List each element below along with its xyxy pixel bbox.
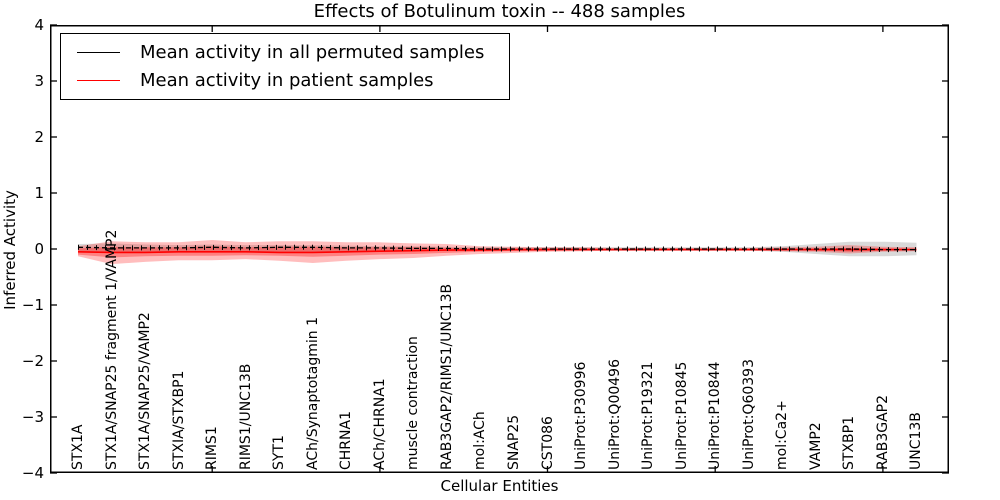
x-category-label: STX1A	[70, 424, 86, 470]
chart-title: Effects of Botulinum toxin -- 488 sample…	[313, 1, 686, 22]
chart-canvas	[50, 24, 949, 474]
x-category-label: UniProt:Q00496	[606, 359, 623, 470]
x-category-label: RAB3GAP2/RIMS1/UNC13B	[438, 283, 455, 470]
x-category-label: RIMS1	[204, 426, 221, 470]
plot-area: STX1A STX1A/SNAP25 fragment 1/VAMP2 STX1A/…	[50, 24, 949, 474]
x-axis-label: Cellular Entities	[440, 477, 559, 495]
x-category-label: UniProt:P10845	[673, 361, 690, 470]
x-category-label: CHRNA1	[338, 411, 355, 470]
x-category-label: RAB3GAP2	[874, 394, 891, 470]
legend-label-patient: Mean activity in patient samples	[140, 69, 434, 91]
x-category-label: STX1A/SNAP25/VAMP2	[137, 312, 154, 470]
y-tick-label: 1	[34, 184, 44, 202]
x-category-label: STXBP1	[841, 416, 858, 470]
y-tick-label: 4	[34, 16, 44, 34]
x-category-label: VAMP2	[807, 422, 824, 470]
x-category-label: SYT1	[271, 435, 288, 470]
y-tick-label: −3	[21, 408, 44, 426]
y-tick-label: 3	[34, 72, 44, 90]
x-category-label: UNC13B	[908, 412, 925, 470]
x-category-label: SNAP25	[506, 414, 522, 470]
y-tick-label: −2	[21, 352, 44, 370]
legend-line-black	[77, 52, 120, 54]
x-category-label: muscle contraction	[405, 336, 422, 470]
x-category-label: RIMS1/UNC13B	[237, 363, 254, 470]
x-category-label: ACh/CHRNA1	[371, 378, 388, 470]
legend-item-permuted: Mean activity in all permuted samples	[71, 42, 499, 63]
x-category-label: mol:Ca2+	[774, 400, 791, 470]
x-category-label: mol:ACh	[472, 411, 489, 470]
legend-item-patient: Mean activity in patient samples	[71, 70, 499, 91]
y-tick-label: 2	[34, 128, 44, 146]
x-category-label: UniProt:P19321	[640, 361, 657, 470]
legend: Mean activity in all permuted samples Me…	[60, 33, 510, 100]
legend-line-red	[77, 79, 120, 81]
x-category-label: CST086	[539, 416, 556, 470]
x-category-label: UniProt:Q60393	[740, 359, 757, 470]
y-tick-label: −1	[21, 296, 44, 314]
y-tick-label: −4	[21, 464, 44, 482]
x-category-label: UniProt:P30996	[573, 361, 590, 470]
y-tick-label: 0	[34, 240, 44, 258]
x-category-label: STXIA/STXBP1	[170, 370, 187, 470]
x-category-label: UniProt:P10844	[707, 361, 724, 470]
x-category-label: STX1A/SNAP25 fragment 1/VAMP2	[103, 229, 120, 470]
x-category-label: ACh/Synaptotagmin 1	[304, 317, 321, 470]
legend-label-permuted: Mean activity in all permuted samples	[140, 42, 485, 64]
